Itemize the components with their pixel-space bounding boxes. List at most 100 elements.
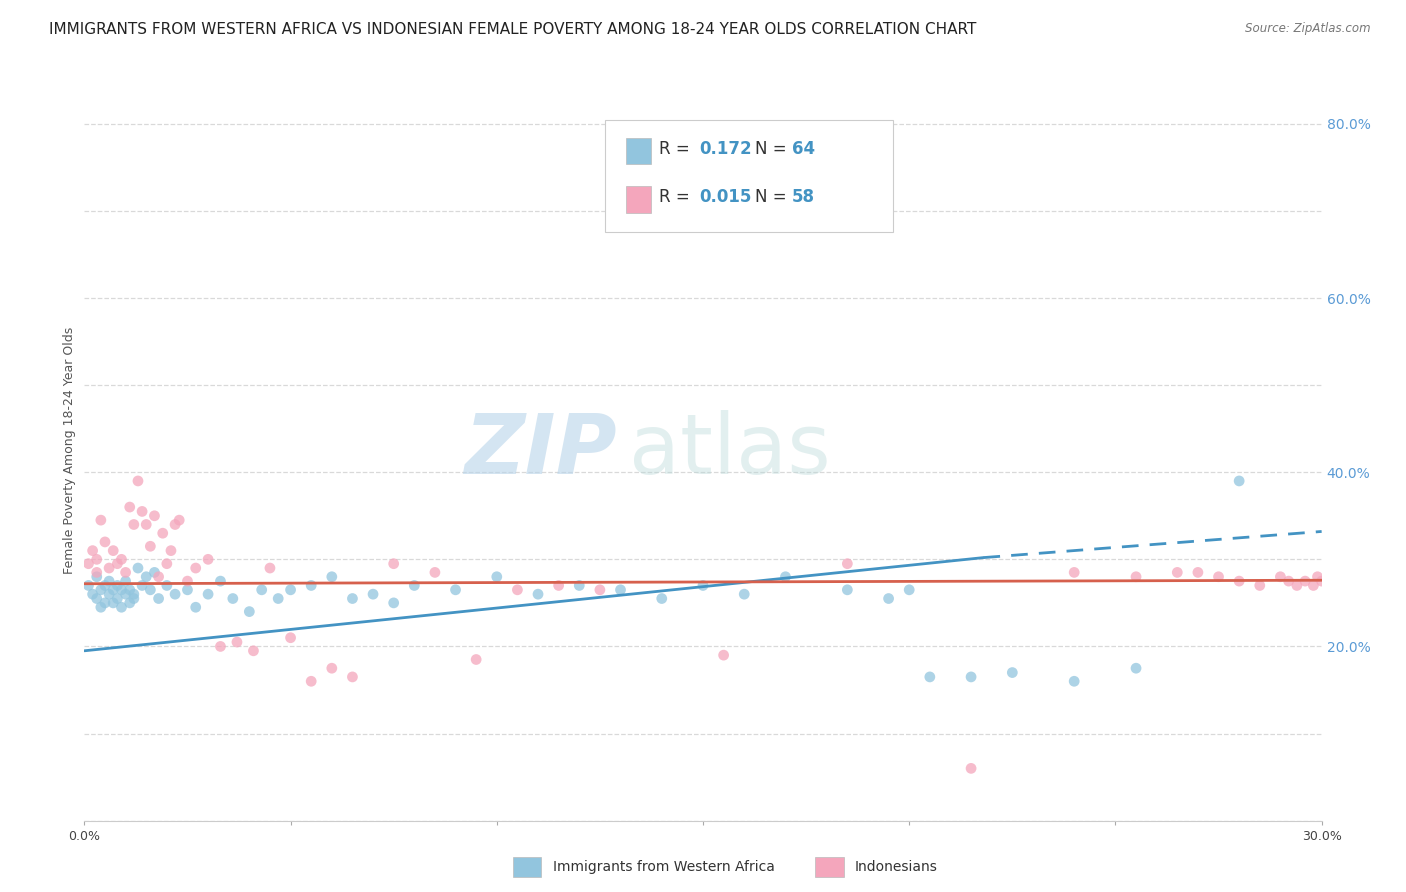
Point (197, 587, 219, 601)
Point (589, 582, 612, 597)
Point (135, 570, 157, 584)
Point (877, 591, 900, 606)
Point (98, 574, 121, 588)
Point (423, 566, 446, 580)
Point (1302, 578, 1324, 592)
Y-axis label: Female Poverty Among 18-24 Year Olds: Female Poverty Among 18-24 Year Olds (63, 326, 76, 574)
Point (103, 596, 125, 610)
Point (103, 582, 125, 597)
Point (238, 605, 260, 619)
Text: IMMIGRANTS FROM WESTERN AFRICA VS INDONESIAN FEMALE POVERTY AMONG 18-24 YEAR OLD: IMMIGRANTS FROM WESTERN AFRICA VS INDONE… (49, 22, 977, 37)
Point (1306, 570, 1329, 584)
Point (103, 543, 125, 558)
Point (118, 582, 141, 597)
Point (382, 596, 405, 610)
Point (1278, 574, 1301, 588)
Point (135, 517, 157, 532)
Point (165, 517, 187, 532)
Point (131, 504, 153, 518)
Point (77, 578, 100, 592)
Point (127, 474, 149, 488)
Point (167, 513, 190, 527)
Point (918, 670, 941, 684)
Point (342, 591, 364, 606)
Text: N =: N = (755, 188, 792, 206)
Point (90, 600, 112, 615)
Point (837, 582, 859, 597)
Point (1227, 474, 1250, 488)
Point (713, 648, 735, 662)
Point (1187, 566, 1209, 580)
Text: Indonesians: Indonesians (855, 860, 938, 874)
Point (1125, 570, 1147, 584)
Point (197, 552, 219, 566)
Point (1166, 566, 1188, 580)
Point (110, 600, 132, 615)
Point (242, 644, 264, 658)
Point (165, 587, 187, 601)
Point (110, 582, 132, 597)
Point (898, 582, 921, 597)
Point (156, 578, 179, 592)
Point (118, 500, 141, 514)
Point (86, 552, 108, 566)
Text: Source: ZipAtlas.com: Source: ZipAtlas.com (1246, 22, 1371, 36)
Point (1063, 674, 1085, 689)
Point (733, 587, 755, 601)
Point (82, 543, 104, 558)
Point (1270, 570, 1292, 584)
Point (82, 587, 104, 601)
Point (775, 570, 797, 584)
Point (98, 561, 121, 575)
Point (226, 635, 249, 649)
Point (90, 582, 112, 597)
Point (94, 535, 117, 549)
Point (209, 574, 232, 588)
Point (152, 526, 174, 541)
Point (382, 557, 405, 571)
Point (114, 587, 136, 601)
Point (361, 587, 384, 601)
Point (321, 661, 343, 675)
Point (837, 557, 859, 571)
Text: ZIP: ZIP (464, 410, 616, 491)
Text: 0.015: 0.015 (699, 188, 751, 206)
Point (342, 670, 364, 684)
Point (280, 582, 302, 597)
Point (176, 582, 198, 597)
Point (692, 578, 714, 592)
Point (1001, 665, 1024, 680)
Point (465, 652, 488, 666)
Point (794, 208, 817, 222)
Point (105, 578, 128, 592)
Point (299, 578, 322, 592)
Point (184, 600, 207, 615)
Point (122, 517, 145, 532)
Point (250, 582, 273, 597)
Point (94, 578, 117, 592)
Point (184, 561, 207, 575)
Point (299, 674, 322, 689)
Point (222, 591, 245, 606)
Point (122, 587, 145, 601)
Point (105, 557, 128, 571)
Point (127, 561, 149, 575)
Point (139, 539, 162, 553)
Point (280, 631, 302, 645)
Point (321, 570, 343, 584)
Point (86, 566, 108, 580)
Text: 58: 58 (792, 188, 814, 206)
Point (148, 570, 170, 584)
Point (122, 591, 145, 606)
Point (209, 640, 232, 654)
Point (86, 591, 108, 606)
Point (1294, 574, 1316, 588)
Text: R =: R = (659, 188, 696, 206)
Point (267, 591, 290, 606)
Point (1125, 661, 1147, 675)
Point (960, 761, 983, 775)
Point (404, 578, 426, 592)
Point (98, 587, 121, 601)
Point (77, 557, 100, 571)
Point (651, 591, 673, 606)
